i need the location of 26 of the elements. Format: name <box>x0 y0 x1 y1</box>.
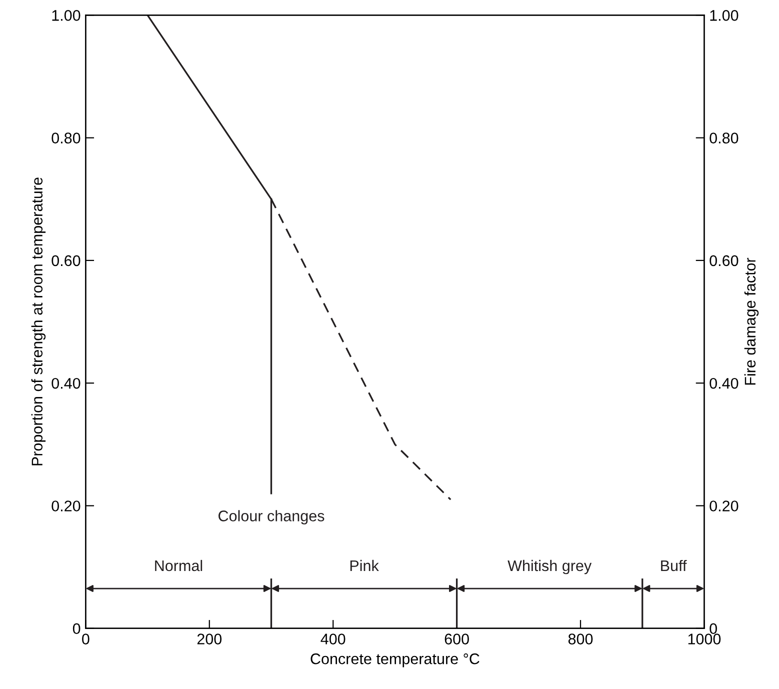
y2-tick-label: 0.40 <box>710 378 738 389</box>
x-tick-label: 0 <box>82 634 90 644</box>
annotation: Buff <box>661 560 687 572</box>
y-tick-label: 0 <box>72 623 80 634</box>
y-tick-label: 0.40 <box>52 378 80 389</box>
x-tick-label: 400 <box>320 634 346 644</box>
y-tick-label: 0.80 <box>52 132 80 144</box>
y2-tick-label: 1.00 <box>710 10 738 21</box>
y2-tick-label: 0 <box>710 623 717 634</box>
y2-tick-label: 0.20 <box>710 500 738 512</box>
x-tick-label: 800 <box>568 634 593 644</box>
annotation: Normal <box>155 560 202 572</box>
x-tick-label: 200 <box>197 634 222 644</box>
y-tick-label: 1.00 <box>52 10 80 21</box>
annotation: Whitish grey <box>508 560 592 574</box>
x-axis-title: Concrete temperature °C <box>310 653 480 668</box>
y2-tick-label: 0.80 <box>710 132 738 144</box>
annotation: Colour changes <box>218 510 324 524</box>
annotation: Pink <box>350 560 379 571</box>
y2-tick-label: 0.60 <box>710 255 738 266</box>
y-tick-label: 0.60 <box>52 255 80 266</box>
y-axis-title: Proportion of strength at room temperature <box>31 178 46 466</box>
y2-axis-title: Fire damage factor <box>744 258 759 385</box>
x-tick-label: 1000 <box>688 634 721 644</box>
y-tick-label: 0.20 <box>52 500 80 512</box>
x-tick-label: 600 <box>444 634 469 644</box>
